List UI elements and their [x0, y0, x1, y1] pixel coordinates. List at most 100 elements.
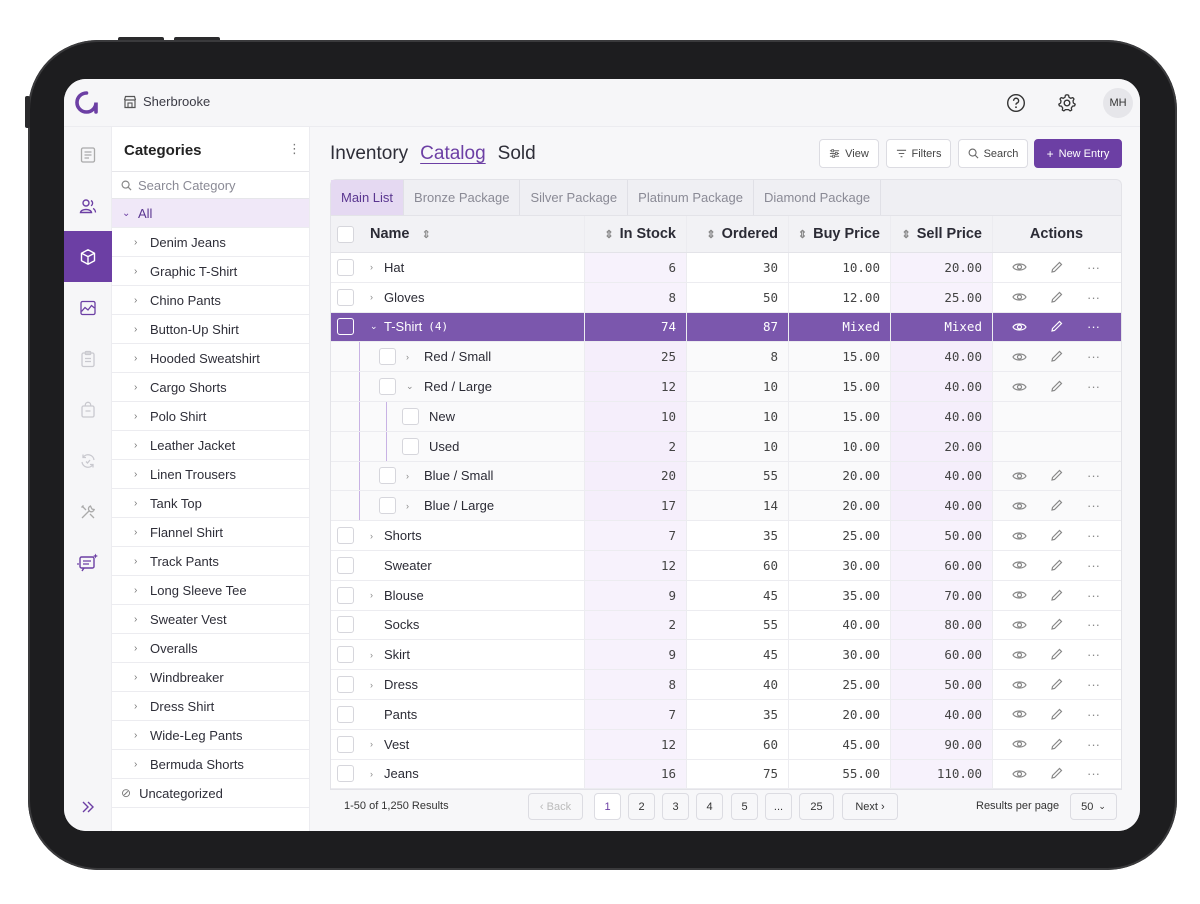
category-item[interactable]: › Chino Pants — [112, 286, 309, 315]
tab-catalog[interactable]: Catalog — [420, 143, 486, 164]
column-header-ordered[interactable]: ⇕ Ordered — [687, 216, 789, 252]
chevron-down-icon[interactable]: ⌄ — [406, 381, 414, 392]
pencil-icon[interactable] — [1049, 379, 1065, 395]
table-row[interactable]: Socks 2 55 40.00 80.00 ··· — [331, 610, 1121, 641]
category-item[interactable]: › Bermuda Shorts — [112, 750, 309, 779]
more-horizontal-icon[interactable]: ··· — [1087, 587, 1100, 603]
pencil-icon[interactable] — [1049, 587, 1065, 603]
more-horizontal-icon[interactable]: ··· — [1087, 259, 1100, 275]
package-tab[interactable]: Platinum Package — [628, 180, 754, 215]
pencil-icon[interactable] — [1049, 498, 1065, 514]
eye-icon[interactable] — [1012, 498, 1028, 514]
category-item[interactable]: › Windbreaker — [112, 663, 309, 692]
user-avatar[interactable]: MH — [1103, 88, 1133, 118]
row-checkbox[interactable] — [337, 735, 354, 753]
category-item[interactable]: › Wide-Leg Pants — [112, 721, 309, 750]
page-3[interactable]: 3 — [662, 793, 689, 820]
more-horizontal-icon[interactable]: ··· — [1087, 349, 1100, 365]
gear-icon[interactable] — [1056, 92, 1078, 114]
column-header-in-stock[interactable]: ⇕ In Stock — [585, 216, 687, 252]
eye-icon[interactable] — [1012, 766, 1028, 782]
eye-icon[interactable] — [1012, 319, 1028, 335]
more-horizontal-icon[interactable]: ··· — [1087, 498, 1100, 514]
chevron-right-icon[interactable]: › — [370, 262, 373, 273]
pencil-icon[interactable] — [1049, 677, 1065, 693]
row-checkbox[interactable] — [402, 407, 419, 425]
more-horizontal-icon[interactable]: ··· — [1087, 557, 1100, 573]
eye-icon[interactable] — [1012, 587, 1028, 603]
row-checkbox[interactable] — [337, 556, 354, 574]
filters-button[interactable]: Filters — [886, 139, 951, 168]
pencil-icon[interactable] — [1049, 647, 1065, 663]
chevron-right-icon[interactable]: › — [370, 768, 373, 779]
more-horizontal-icon[interactable]: ··· — [1087, 766, 1100, 782]
chevron-right-icon[interactable]: › — [406, 500, 409, 511]
more-horizontal-icon[interactable]: ··· — [1087, 528, 1100, 544]
eye-icon[interactable] — [1012, 528, 1028, 544]
tab-inventory[interactable]: Inventory — [330, 143, 409, 164]
more-horizontal-icon[interactable]: ··· — [1087, 319, 1100, 335]
row-checkbox[interactable] — [402, 437, 419, 455]
row-checkbox[interactable] — [337, 258, 354, 276]
category-item[interactable]: › Sweater Vest — [112, 605, 309, 634]
package-tab[interactable]: Silver Package — [520, 180, 629, 215]
column-header-buy-price[interactable]: ⇕ Buy Price — [789, 216, 891, 252]
column-header-sell-price[interactable]: ⇕ Sell Price — [891, 216, 993, 252]
pencil-icon[interactable] — [1049, 706, 1065, 722]
eye-icon[interactable] — [1012, 259, 1028, 275]
more-horizontal-icon[interactable]: ··· — [1087, 468, 1100, 484]
row-checkbox[interactable] — [379, 467, 396, 485]
more-horizontal-icon[interactable]: ··· — [1087, 677, 1100, 693]
package-tab[interactable]: Diamond Package — [754, 180, 882, 215]
table-row[interactable]: › Vest 12 60 45.00 90.00 ··· — [331, 729, 1121, 760]
more-horizontal-icon[interactable]: ··· — [1087, 647, 1100, 663]
store-selector[interactable]: Sherbrooke — [123, 94, 210, 109]
eye-icon[interactable] — [1012, 557, 1028, 573]
table-row[interactable]: › Hat 6 30 10.00 20.00 ··· — [331, 253, 1121, 283]
table-row[interactable]: › Dress 8 40 25.00 50.00 ··· — [331, 670, 1121, 700]
chevron-right-icon[interactable]: › — [370, 739, 373, 750]
next-button[interactable]: Next › — [842, 793, 898, 820]
pencil-icon[interactable] — [1049, 259, 1065, 275]
category-item[interactable]: › Cargo Shorts — [112, 373, 309, 402]
pencil-icon[interactable] — [1049, 349, 1065, 365]
row-checkbox[interactable] — [379, 348, 396, 366]
eye-icon[interactable] — [1012, 349, 1028, 365]
package-tab[interactable]: Main List — [331, 180, 405, 215]
help-icon[interactable] — [1005, 92, 1027, 114]
row-checkbox[interactable] — [337, 765, 354, 783]
eye-icon[interactable] — [1012, 289, 1028, 305]
rail-tools[interactable] — [64, 486, 112, 537]
pencil-icon[interactable] — [1049, 617, 1065, 633]
category-search[interactable]: Search Category — [112, 171, 309, 199]
page-1[interactable]: 1 — [594, 793, 621, 820]
chevron-down-icon[interactable]: ⌄ — [370, 321, 378, 332]
table-row[interactable]: New 10 10 15.00 40.00 — [331, 401, 1121, 432]
rail-clipboard[interactable] — [64, 333, 112, 384]
chevron-right-icon[interactable]: › — [370, 649, 373, 660]
category-item[interactable]: › Polo Shirt — [112, 402, 309, 431]
row-checkbox[interactable] — [337, 646, 354, 664]
row-checkbox[interactable] — [379, 378, 396, 396]
table-row[interactable]: ⌄ T-Shirt (4) 74 87 Mixed Mixed ··· — [331, 312, 1121, 343]
tab-sold[interactable]: Sold — [497, 143, 536, 164]
view-button[interactable]: View — [819, 139, 879, 168]
table-row[interactable]: › Shorts 7 35 25.00 50.00 ··· — [331, 521, 1121, 551]
category-search-input[interactable]: Search Category — [138, 177, 236, 193]
row-checkbox[interactable] — [337, 288, 354, 306]
eye-icon[interactable] — [1012, 677, 1028, 693]
table-row[interactable]: Sweater 12 60 30.00 60.00 ··· — [331, 550, 1121, 581]
search-button[interactable]: Search — [958, 139, 1028, 168]
pencil-icon[interactable] — [1049, 557, 1065, 573]
category-item[interactable]: › Leather Jacket — [112, 431, 309, 460]
table-row[interactable]: Pants 7 35 20.00 40.00 ··· — [331, 699, 1121, 730]
category-item[interactable]: › Button-Up Shirt — [112, 315, 309, 344]
row-checkbox[interactable] — [337, 527, 354, 545]
column-header-name[interactable]: Name ⇕ — [360, 216, 585, 252]
back-button[interactable]: ‹ Back — [528, 793, 583, 820]
table-row[interactable]: › Red / Small 25 8 15.00 40.00 ··· — [331, 342, 1121, 373]
category-item[interactable]: › Dress Shirt — [112, 692, 309, 721]
package-tab[interactable]: Bronze Package — [404, 180, 521, 215]
category-item[interactable]: › Graphic T-Shirt — [112, 257, 309, 286]
table-row[interactable]: › Skirt 9 45 30.00 60.00 ··· — [331, 640, 1121, 671]
